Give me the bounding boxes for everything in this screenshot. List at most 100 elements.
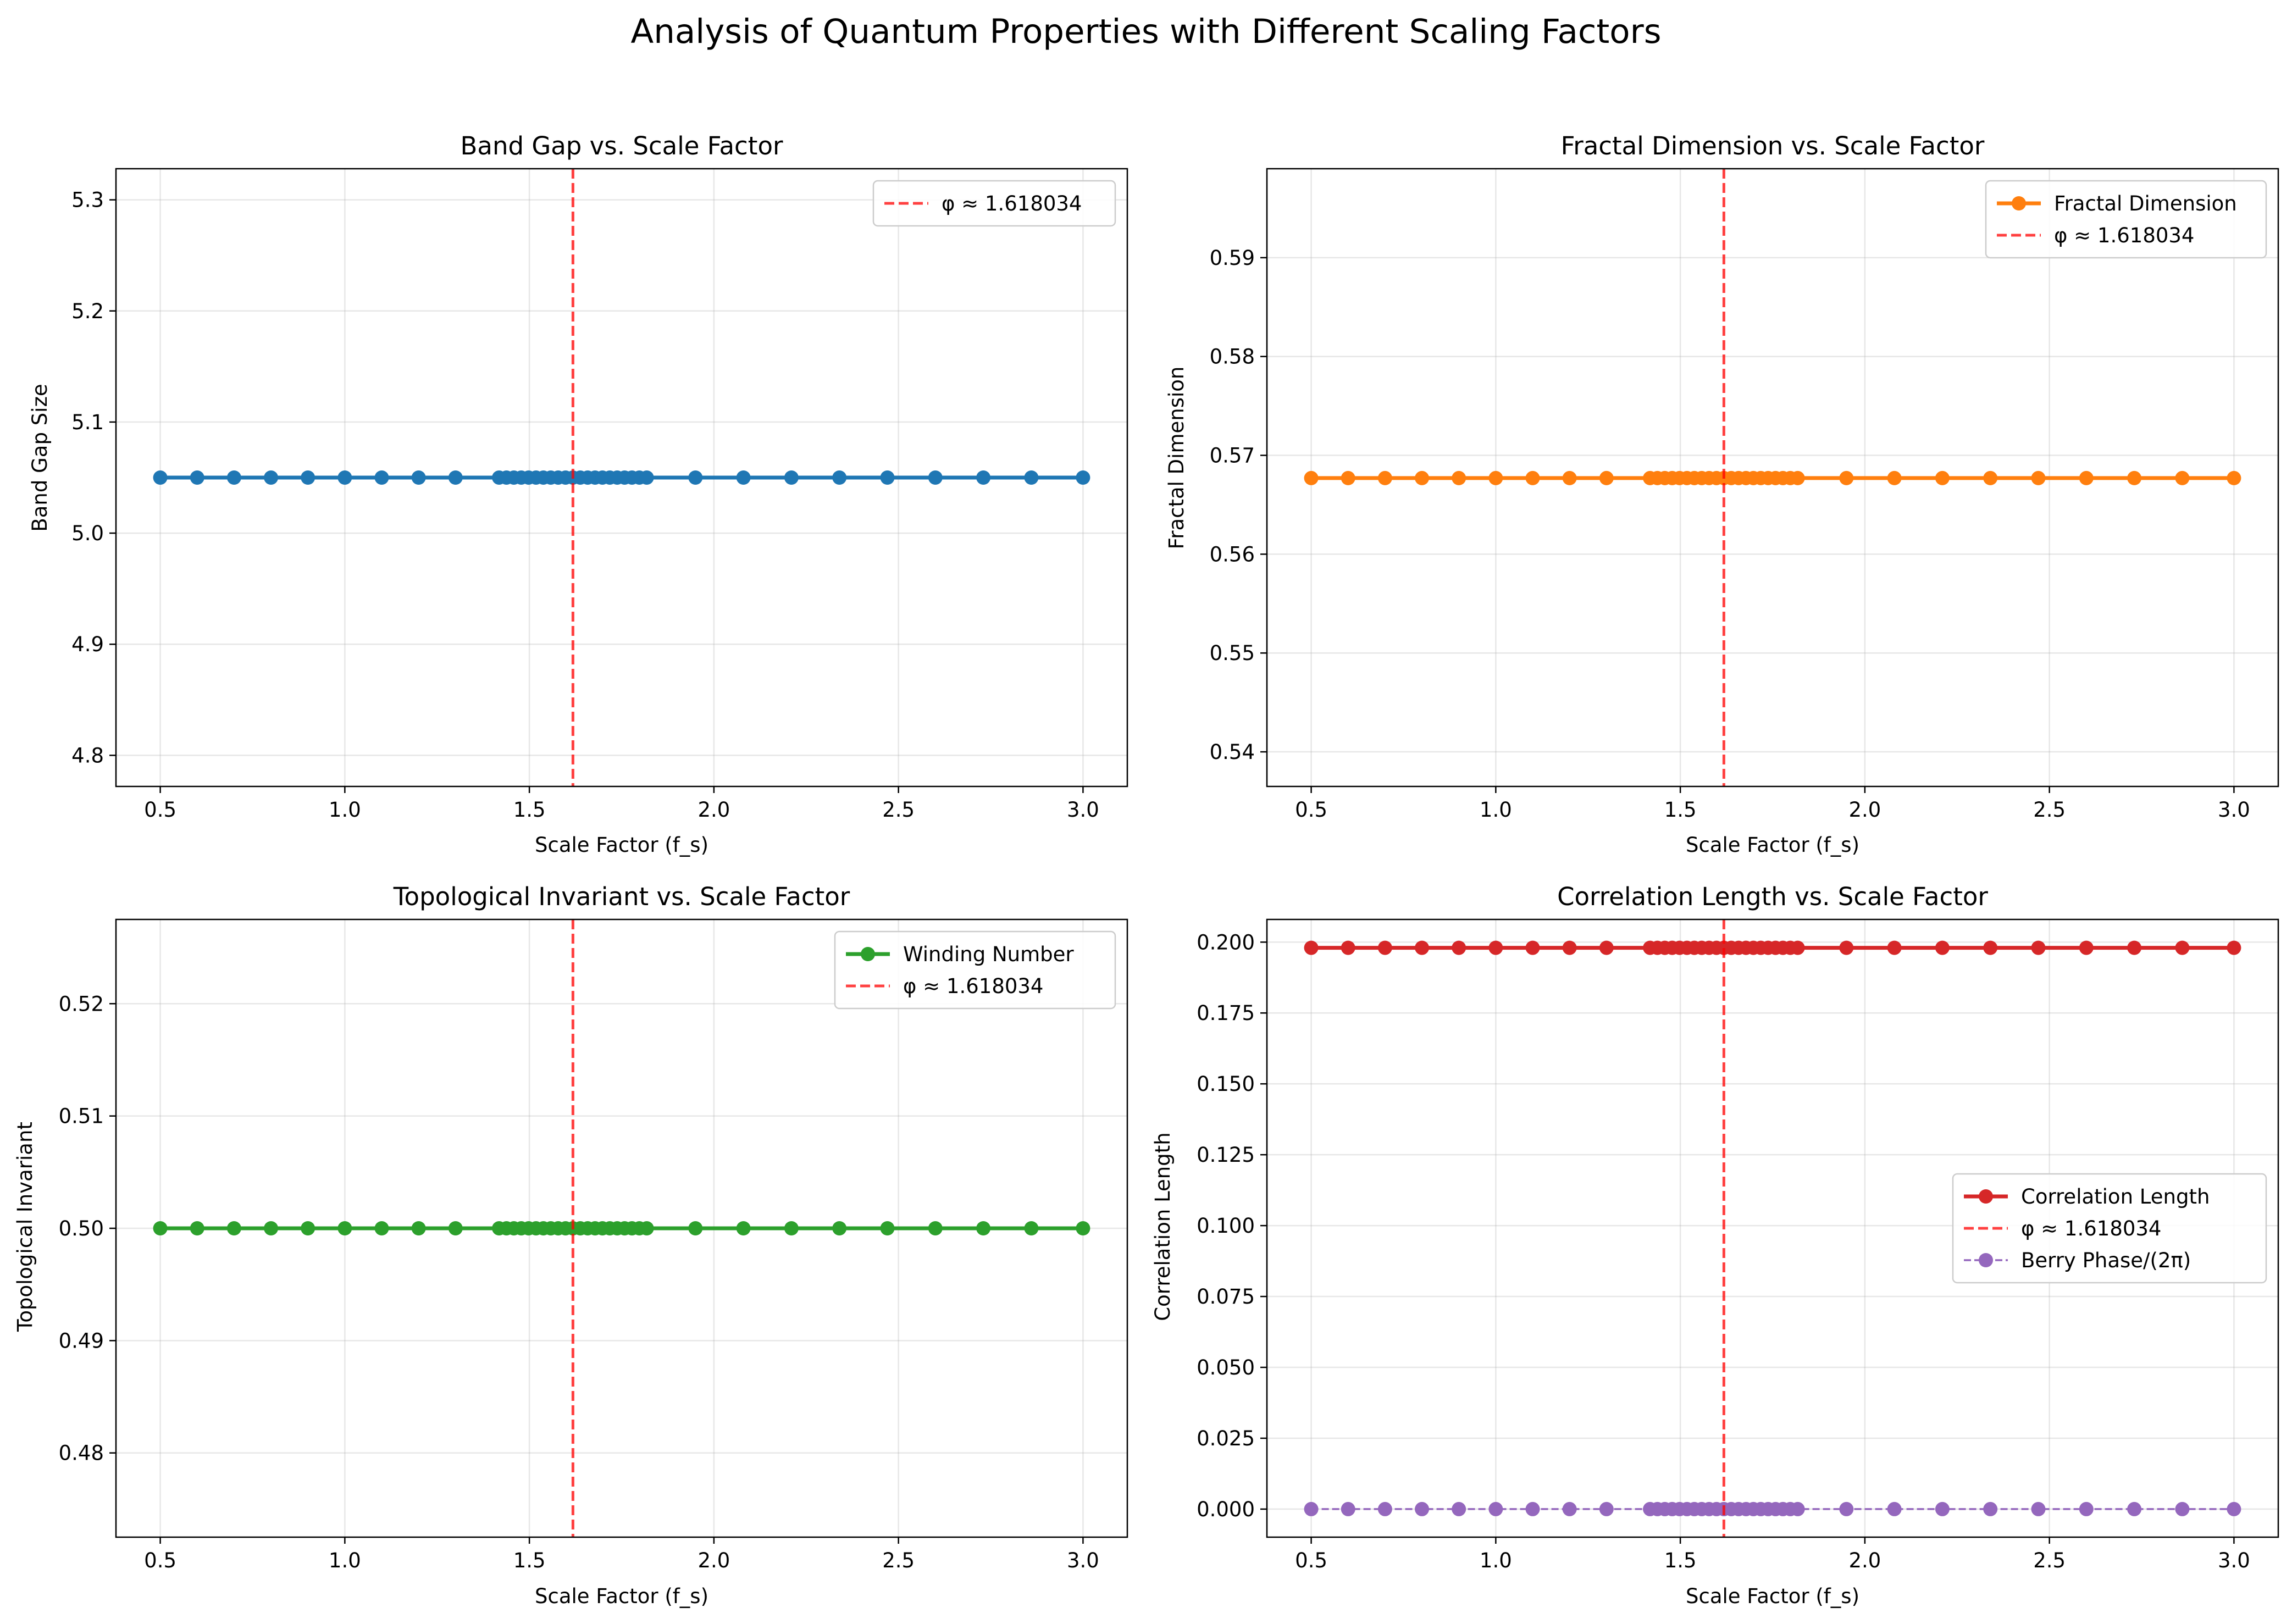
x-tick-label: 2.5 — [882, 1549, 915, 1572]
data-point — [1790, 940, 1805, 955]
data-point — [2227, 470, 2241, 485]
axes-frame — [115, 168, 1128, 788]
data-point — [1935, 940, 1950, 955]
data-point — [1983, 940, 1998, 955]
subplot-title: Topological Invariant vs. Scale Factor — [393, 882, 850, 911]
data-point — [2127, 1501, 2142, 1516]
x-tick-label: 1.5 — [513, 798, 546, 822]
data-point — [832, 1221, 847, 1235]
data-point — [928, 470, 943, 485]
y-tick-label: 0.59 — [1210, 246, 1255, 270]
subplot-band-gap: Band Gap vs. Scale Factor Scale Factor (… — [28, 131, 1128, 857]
y-tick-label: 5.3 — [71, 189, 104, 212]
x-tick-label: 0.5 — [144, 798, 176, 822]
data-point — [153, 470, 168, 485]
axes-frame — [1266, 918, 2279, 1538]
legend-box — [872, 180, 1116, 227]
data-point — [1525, 470, 1540, 485]
data-point — [374, 470, 389, 485]
axes-frame — [1266, 168, 2279, 788]
data-point — [688, 470, 703, 485]
data-point — [1377, 940, 1392, 955]
y-tick-label: 0.49 — [59, 1329, 104, 1353]
data-point — [976, 1221, 991, 1235]
x-tick-label: 0.5 — [144, 1549, 176, 1572]
x-tick-label: 0.5 — [1295, 798, 1327, 822]
x-axis-label: Scale Factor (f_s) — [1686, 1584, 1859, 1608]
x-axis-label: Scale Factor (f_s) — [1686, 833, 1859, 857]
y-axis-label: Topological Invariant — [13, 1122, 37, 1332]
data-point — [448, 1221, 463, 1235]
data-point — [1377, 1501, 1392, 1516]
legend-box — [834, 930, 1116, 1010]
y-axis-label: Fractal Dimension — [1165, 367, 1188, 550]
data-point — [928, 1221, 943, 1235]
data-point — [1790, 470, 1805, 485]
data-point — [1935, 1501, 1950, 1516]
y-axis-label: Band Gap Size — [28, 384, 52, 531]
data-point — [1341, 470, 1355, 485]
x-tick-label: 2.5 — [2033, 1549, 2066, 1572]
y-tick-label: 0.54 — [1210, 740, 1255, 764]
data-point — [1304, 1501, 1319, 1516]
data-point — [264, 1221, 279, 1235]
legend: Correlation Length φ ≈ 1.618034 Berry Phas… — [1952, 1173, 2267, 1284]
subplot-title: Correlation Length vs. Scale Factor — [1557, 882, 1988, 911]
legend-label: Correlation Length — [2021, 1185, 2210, 1209]
data-point — [1562, 940, 1577, 955]
legend-label: φ ≈ 1.618034 — [903, 974, 1043, 998]
legend-label: φ ≈ 1.618034 — [942, 192, 1082, 215]
x-tick-label: 3.0 — [2218, 798, 2250, 822]
y-tick-label: 5.1 — [71, 411, 104, 434]
data-point — [1599, 1501, 1614, 1516]
y-tick-label: 0.57 — [1210, 444, 1255, 468]
data-point — [1599, 940, 1614, 955]
data-point — [976, 470, 991, 485]
y-tick-label: 0.175 — [1197, 1001, 1255, 1025]
legend: φ ≈ 1.618034 — [872, 180, 1116, 227]
y-tick-label: 4.8 — [71, 744, 104, 767]
data-point — [2031, 1501, 2046, 1516]
data-point — [1488, 470, 1503, 485]
data-point — [301, 470, 315, 485]
y-tick-label: 0.58 — [1210, 345, 1255, 369]
data-point — [1983, 1501, 1998, 1516]
y-tick-label: 0.025 — [1197, 1427, 1255, 1450]
data-point — [1452, 1501, 1466, 1516]
data-point — [226, 470, 241, 485]
legend: Fractal Dimension φ ≈ 1.618034 — [1985, 180, 2267, 259]
data-point — [153, 1221, 168, 1235]
data-point — [784, 1221, 799, 1235]
data-point — [832, 470, 847, 485]
data-point — [411, 470, 426, 485]
data-point — [1341, 1501, 1355, 1516]
data-point — [639, 1221, 654, 1235]
y-tick-label: 0.50 — [59, 1217, 104, 1240]
y-tick-label: 0.050 — [1197, 1356, 1255, 1379]
data-point — [337, 1221, 352, 1235]
data-point — [1562, 470, 1577, 485]
data-point — [2175, 470, 2190, 485]
y-tick-label: 5.0 — [71, 522, 104, 545]
x-tick-label: 1.5 — [1664, 798, 1697, 822]
legend-label: Fractal Dimension — [2054, 192, 2237, 215]
subplot-fractal-dimension: Fractal Dimension vs. Scale Factor Scale… — [1165, 131, 2279, 857]
data-point — [1983, 470, 1998, 485]
y-tick-label: 0.200 — [1197, 930, 1255, 954]
data-point — [1488, 1501, 1503, 1516]
subplot-title: Band Gap vs. Scale Factor — [461, 131, 783, 160]
data-point — [1076, 470, 1090, 485]
figure-title: Analysis of Quantum Properties with Diff… — [630, 12, 1661, 51]
y-tick-label: 4.9 — [71, 633, 104, 656]
data-point — [1415, 940, 1430, 955]
legend-box — [1985, 180, 2267, 259]
data-point — [190, 470, 204, 485]
y-tick-label: 0.075 — [1197, 1285, 1255, 1309]
data-point — [1839, 940, 1854, 955]
data-point — [337, 470, 352, 485]
data-point — [1525, 940, 1540, 955]
y-tick-label: 0.000 — [1197, 1498, 1255, 1521]
data-point — [2031, 940, 2046, 955]
data-point — [226, 1221, 241, 1235]
legend-box — [1952, 1173, 2267, 1284]
